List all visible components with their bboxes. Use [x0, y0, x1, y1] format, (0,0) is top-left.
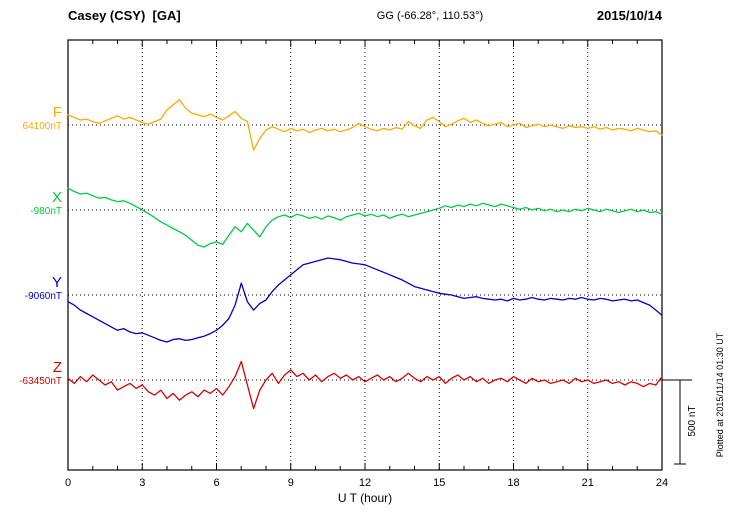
plot-date: 2015/10/14 [596, 8, 662, 23]
svg-text:15: 15 [433, 477, 445, 489]
plotted-at-note: Plotted at 2015/11/14 01:30 UT [715, 332, 725, 458]
svg-text:12: 12 [359, 477, 371, 489]
trace-name-X: X [51, 189, 62, 206]
trace-baseline-Z: -63450nT [19, 376, 62, 388]
svg-text:9: 9 [288, 477, 294, 489]
trace-baseline-F: 64100nT [22, 121, 62, 133]
svg-text:18: 18 [507, 477, 519, 489]
station-title: Casey (CSY) [GA] [68, 8, 181, 23]
x-axis-label: U T (hour) [337, 491, 393, 505]
trace-baseline-X: -980nT [30, 206, 62, 218]
trace-label-X: X -980nT [0, 189, 62, 218]
trace-name-Y: Y [51, 274, 62, 291]
geographic-coordinates: GG (-66.28°, 110.53°) [376, 10, 484, 22]
trace-baseline-Y: -9060nT [24, 291, 62, 303]
svg-text:21: 21 [582, 477, 594, 489]
trace-name-Z: Z [52, 359, 62, 376]
svg-text:3: 3 [139, 477, 145, 489]
svg-text:0: 0 [65, 477, 71, 489]
svg-text:6: 6 [213, 477, 219, 489]
trace-label-Z: Z -63450nT [0, 359, 62, 388]
svg-text:24: 24 [656, 477, 668, 489]
trace-name-F: F [52, 104, 62, 121]
scale-bar-label: 500 nT [687, 405, 698, 437]
trace-label-F: F 64100nT [0, 104, 62, 133]
trace-label-Y: Y -9060nT [0, 274, 62, 303]
